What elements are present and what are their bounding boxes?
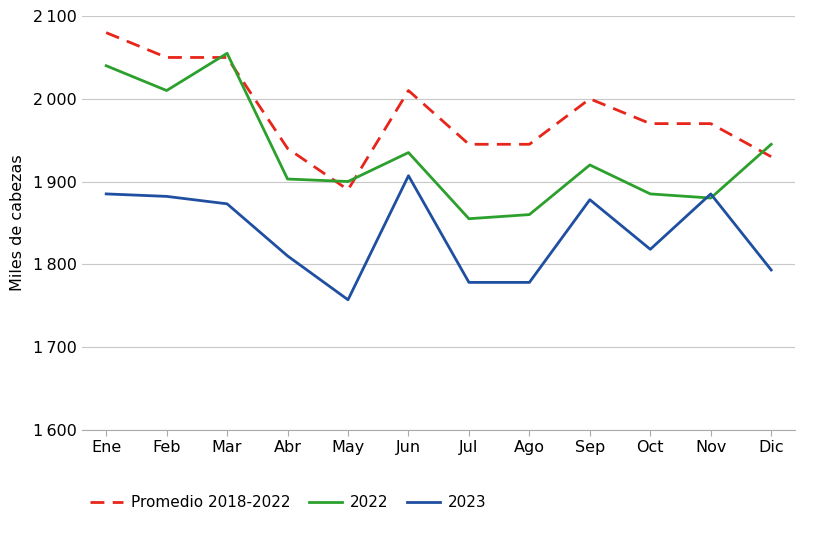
2022 (645, 191, 654, 197)
2022 (101, 62, 111, 69)
2022 (283, 176, 292, 182)
2023 (101, 191, 111, 197)
2023 (584, 197, 594, 203)
Line: 2022: 2022 (106, 53, 771, 219)
Promedio 2018-2022 (342, 186, 352, 193)
Promedio 2018-2022 (705, 120, 715, 127)
Y-axis label: Miles de cabezas: Miles de cabezas (10, 155, 25, 291)
2023 (524, 279, 534, 286)
2023 (464, 279, 473, 286)
Promedio 2018-2022 (222, 54, 232, 61)
2023 (283, 253, 292, 259)
2022 (584, 162, 594, 168)
2023 (222, 201, 232, 207)
2023 (705, 191, 715, 197)
Legend: Promedio 2018-2022, 2022, 2023: Promedio 2018-2022, 2022, 2023 (89, 495, 486, 510)
Promedio 2018-2022 (584, 96, 594, 102)
2022 (705, 195, 715, 201)
Promedio 2018-2022 (524, 141, 534, 148)
2023 (766, 267, 776, 273)
2022 (464, 215, 473, 222)
2023 (645, 246, 654, 252)
2022 (766, 141, 776, 148)
Promedio 2018-2022 (645, 120, 654, 127)
Promedio 2018-2022 (403, 88, 413, 94)
2022 (342, 178, 352, 185)
Promedio 2018-2022 (464, 141, 473, 148)
Line: Promedio 2018-2022: Promedio 2018-2022 (106, 33, 771, 190)
Promedio 2018-2022 (766, 154, 776, 160)
2022 (403, 149, 413, 156)
Promedio 2018-2022 (283, 145, 292, 151)
Promedio 2018-2022 (101, 30, 111, 36)
2023 (161, 193, 171, 200)
2022 (222, 50, 232, 56)
2023 (403, 172, 413, 179)
2022 (161, 88, 171, 94)
Line: 2023: 2023 (106, 176, 771, 300)
Promedio 2018-2022 (161, 54, 171, 61)
2022 (524, 212, 534, 218)
2023 (342, 296, 352, 303)
